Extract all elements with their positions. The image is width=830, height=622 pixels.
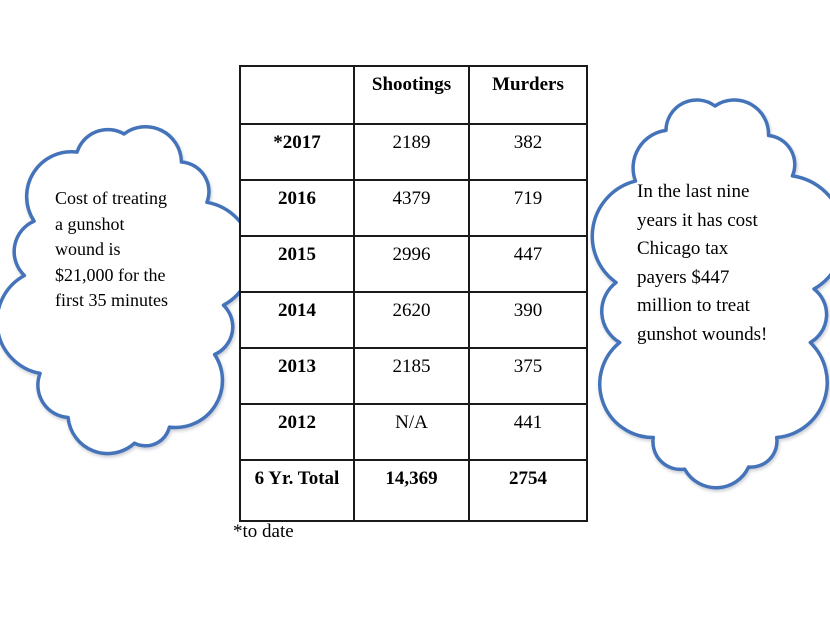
table-row: 2016 4379 719 <box>239 179 588 237</box>
table-header-row: Shootings Murders <box>239 65 588 125</box>
table-row: 2012 N/A 441 <box>239 403 588 461</box>
year-cell: 2016 <box>239 179 355 237</box>
shootings-cell: 4379 <box>353 179 470 237</box>
year-cell: 6 Yr. Total <box>239 459 355 522</box>
murders-header-cell: Murders <box>468 65 588 125</box>
shootings-header-cell: Shootings <box>353 65 470 125</box>
shootings-cell: 2996 <box>353 235 470 293</box>
shootings-cell: N/A <box>353 403 470 461</box>
murders-cell: 447 <box>468 235 588 293</box>
table-row: *2017 2189 382 <box>239 123 588 181</box>
shootings-cell: 14,369 <box>353 459 470 522</box>
shootings-cell: 2620 <box>353 291 470 349</box>
year-cell: 2012 <box>239 403 355 461</box>
table-row: 2013 2185 375 <box>239 347 588 405</box>
table-footnote: *to date <box>233 521 294 542</box>
table-row: 6 Yr. Total 14,369 2754 <box>239 459 588 522</box>
thought-cloud-left <box>0 125 255 456</box>
shootings-cell: 2185 <box>353 347 470 405</box>
right-callout-text: In the last nine years it has cost Chica… <box>637 181 768 345</box>
stats-table: Shootings Murders *2017 2189 382 2016 4379 71… <box>239 65 588 522</box>
year-cell: 2013 <box>239 347 355 405</box>
table-row: 2014 2620 390 <box>239 291 588 349</box>
cloud-outline-right <box>590 98 830 490</box>
year-cell: 2015 <box>239 235 355 293</box>
murders-cell: 390 <box>468 291 588 349</box>
table-row: 2015 2996 447 <box>239 235 588 293</box>
year-cell: 2014 <box>239 291 355 349</box>
murders-cell: 441 <box>468 403 588 461</box>
murders-cell: 719 <box>468 179 588 237</box>
thought-cloud-right <box>590 98 830 490</box>
murders-cell: 382 <box>468 123 588 181</box>
murders-cell: 2754 <box>468 459 588 522</box>
murders-cell: 375 <box>468 347 588 405</box>
cloud-outline-left <box>0 125 255 456</box>
left-callout-text: Cost of treating a gunshot wound is $21,… <box>55 188 168 310</box>
year-cell: *2017 <box>239 123 355 181</box>
shootings-cell: 2189 <box>353 123 470 181</box>
corner-header-cell <box>239 65 355 125</box>
